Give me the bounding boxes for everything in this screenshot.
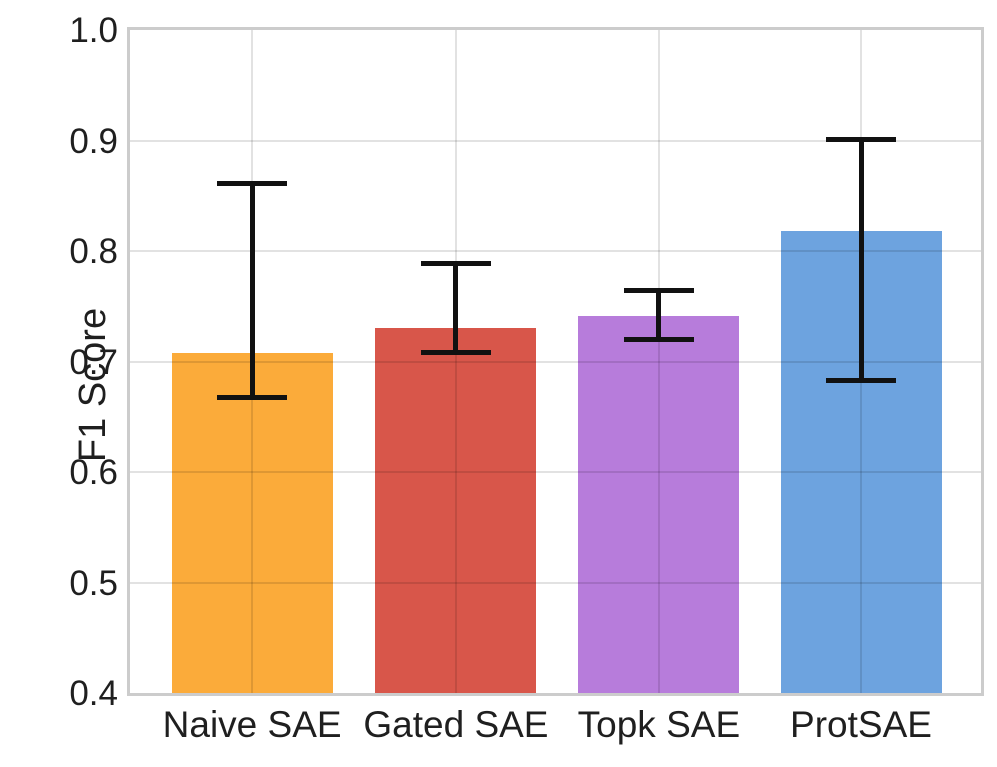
error-bar-line [249,183,255,398]
plot-area [127,27,984,696]
y-tick-label: 0.6 [69,453,118,492]
error-bar-cap-bottom [217,395,288,401]
y-axis-label: F1 Score [72,307,115,463]
x-tick-label-protsae: ProtSAE [790,704,932,745]
y-tick-label: 0.7 [69,342,118,382]
error-bar-cap-top [623,288,694,294]
error-bar-cap-top [826,136,896,142]
error-bar-cap-top [217,181,288,187]
y-gridline [130,471,981,473]
error-bar-cap-bottom [826,377,896,383]
bar-topk-sae [578,316,740,693]
y-gridline [130,360,981,363]
y-tick-label: 0.4 [69,674,118,713]
error-bar-cap-top [420,260,491,266]
y-gridline [130,581,981,584]
error-bar-line [453,263,459,353]
y-tick-label: 0.8 [69,232,118,271]
x-tick-label-topk-sae: Topk SAE [577,704,741,745]
x-tick-label-gated-sae: Gated SAE [363,704,549,745]
y-tick-label: 1.0 [69,11,118,50]
x-gridline [454,30,457,693]
y-tick-label: 0.5 [69,563,118,603]
error-bar-cap-bottom [623,336,694,342]
y-gridline [130,139,981,142]
y-tick-label: 0.9 [69,121,118,161]
x-tick-label-naive-sae: Naive SAE [162,704,342,745]
y-gridline [130,250,981,252]
bar-gated-sae [375,328,537,693]
error-bar-cap-bottom [420,350,491,356]
bar-naive-sae [171,352,333,693]
x-gridline [657,30,660,693]
error-bar-line [858,139,864,381]
error-bar-line [656,290,662,340]
